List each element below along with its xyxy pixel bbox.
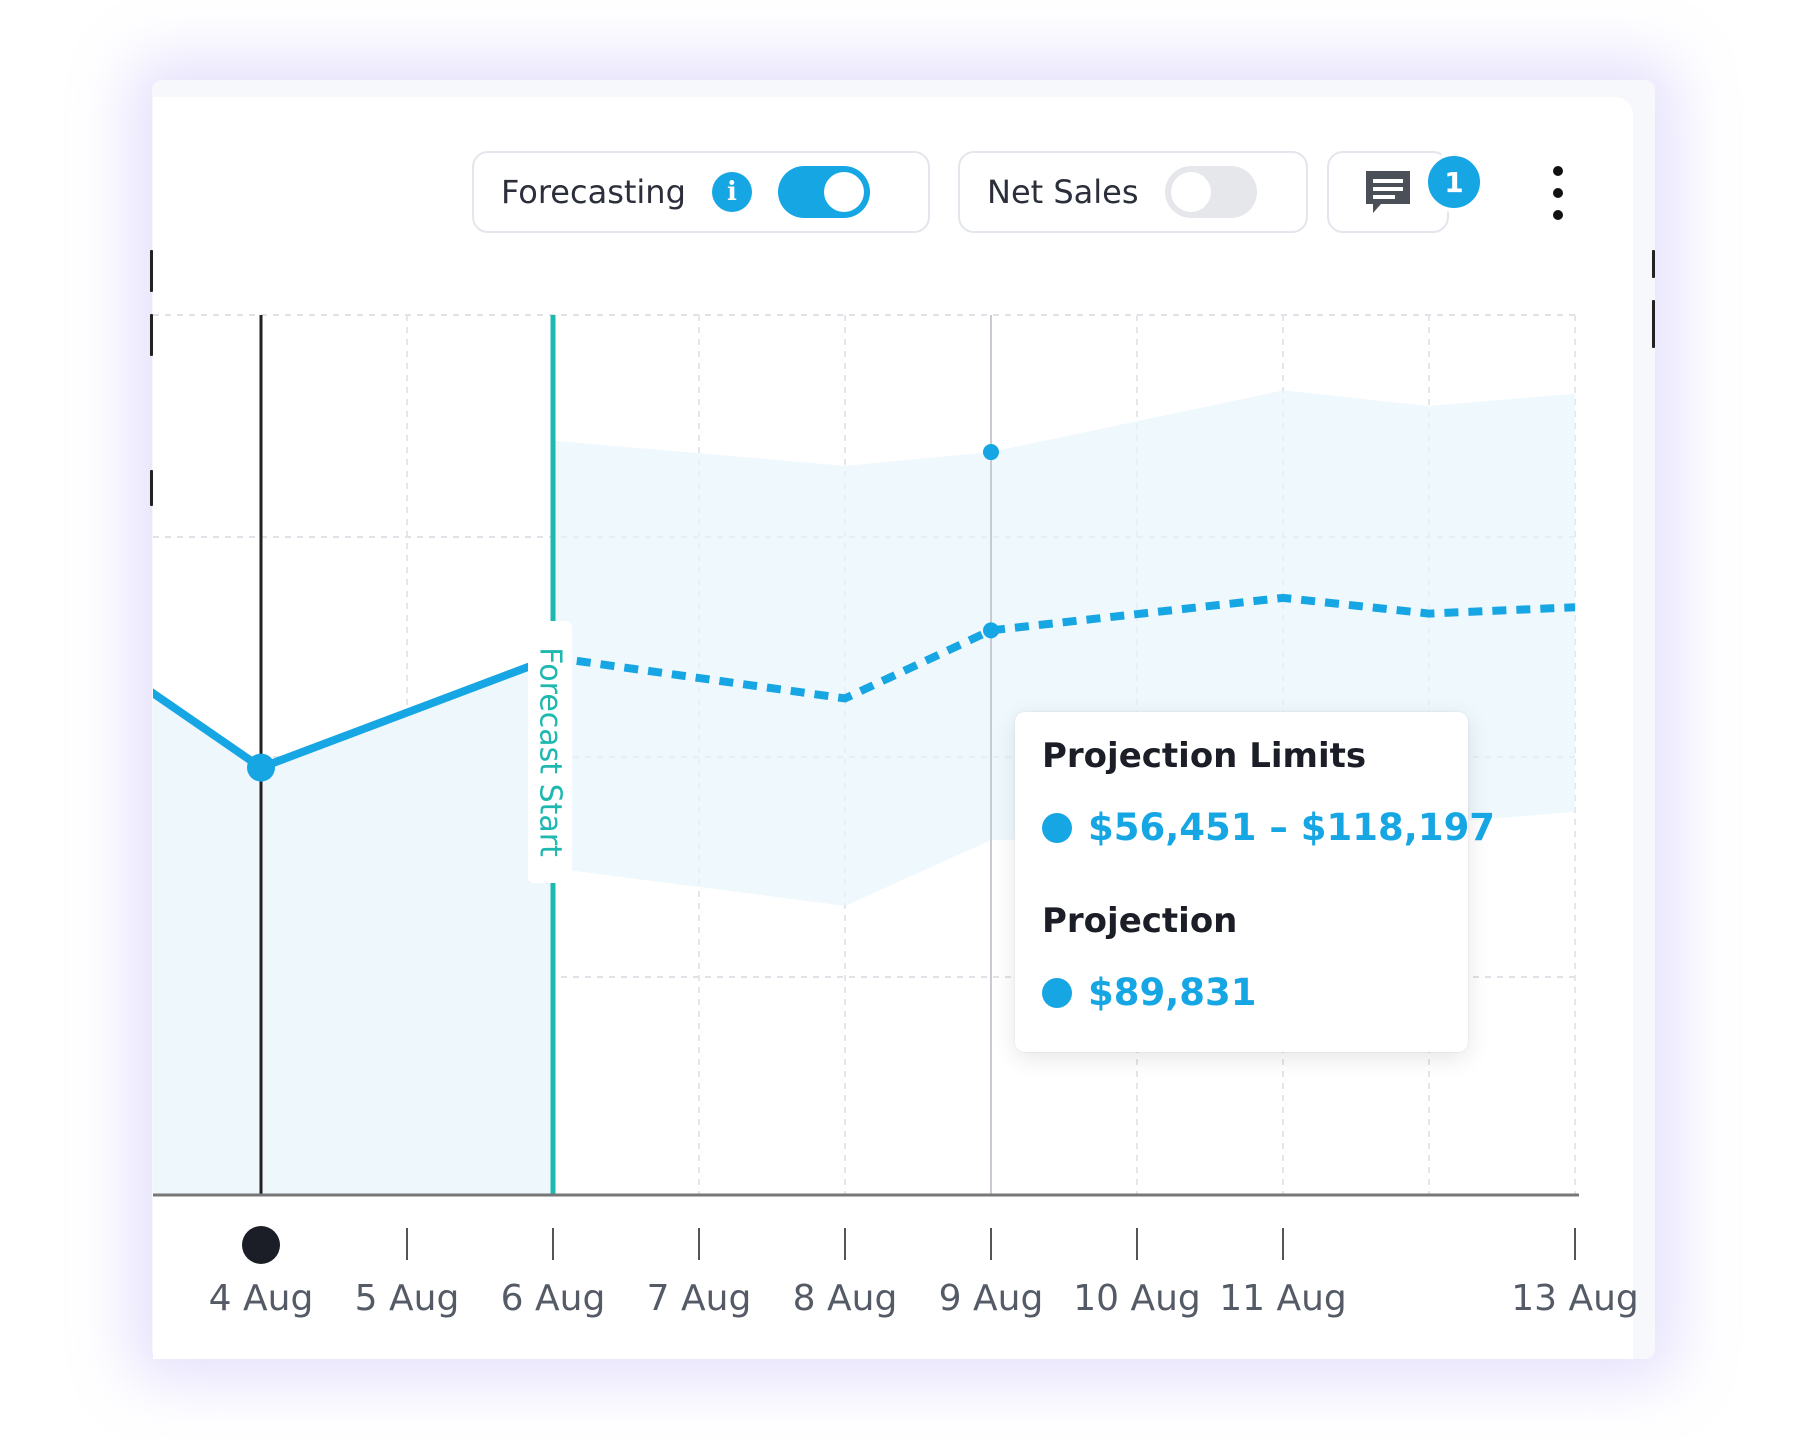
projection-series-line bbox=[552, 593, 1576, 703]
card-edge-marker bbox=[150, 470, 153, 506]
x-tick-label: 10 Aug bbox=[1073, 1278, 1201, 1319]
forecast-start-label-box bbox=[528, 621, 572, 883]
projection-limits-title: Projection Limits bbox=[1042, 736, 1367, 776]
projection-title: Projection bbox=[1042, 901, 1238, 941]
hover-limit-point bbox=[983, 444, 999, 461]
projection-limits-row: $56,451 – $118,197 bbox=[1042, 806, 1495, 849]
projection-row: $89,831 bbox=[1042, 971, 1257, 1014]
comments-count-badge: 1 bbox=[1424, 152, 1484, 212]
chart-tooltip: Projection Limits $56,451 – $118,197 Pro… bbox=[1015, 712, 1495, 1052]
forecast-start-label: Forecast Start bbox=[532, 647, 568, 857]
x-tick-label: 6 Aug bbox=[501, 1278, 606, 1319]
x-tick-label: 9 Aug bbox=[939, 1278, 1044, 1319]
projection-value: $89,831 bbox=[1088, 971, 1257, 1014]
toggle-knob bbox=[1170, 172, 1211, 212]
comment-icon bbox=[1366, 171, 1410, 213]
net-sales-label: Net Sales bbox=[987, 173, 1139, 211]
x-tick-label: 11 Aug bbox=[1219, 1278, 1347, 1319]
x-tick-label: 4 Aug bbox=[209, 1278, 314, 1319]
selected-date-marker bbox=[242, 1226, 280, 1264]
projection-limits-value: $56,451 – $118,197 bbox=[1088, 806, 1496, 849]
hover-point bbox=[983, 622, 999, 639]
card-edge-marker bbox=[1652, 300, 1655, 348]
forecasting-label: Forecasting bbox=[501, 173, 686, 211]
card-edge-marker bbox=[150, 314, 153, 356]
series-dot bbox=[1042, 812, 1072, 843]
x-tick-label: 8 Aug bbox=[793, 1278, 898, 1319]
x-tick-label: 5 Aug bbox=[355, 1278, 460, 1319]
toggle-knob bbox=[823, 172, 864, 212]
card-edge-marker bbox=[150, 250, 153, 292]
x-tick-label: 7 Aug bbox=[647, 1278, 752, 1319]
info-icon[interactable]: i bbox=[711, 172, 752, 212]
more-vertical-icon[interactable] bbox=[1540, 166, 1576, 220]
actual-area bbox=[153, 657, 553, 1195]
card-edge-marker bbox=[1652, 250, 1655, 278]
net-sales-toggle[interactable] bbox=[1164, 166, 1257, 218]
forecasting-toggle[interactable] bbox=[777, 166, 870, 218]
series-dot bbox=[1042, 977, 1072, 1008]
x-tick-label: 13 Aug bbox=[1511, 1278, 1639, 1319]
data-point bbox=[247, 753, 275, 782]
net-sales-control: Net Sales bbox=[958, 151, 1308, 233]
forecasting-control: Forecasting i bbox=[472, 151, 930, 233]
